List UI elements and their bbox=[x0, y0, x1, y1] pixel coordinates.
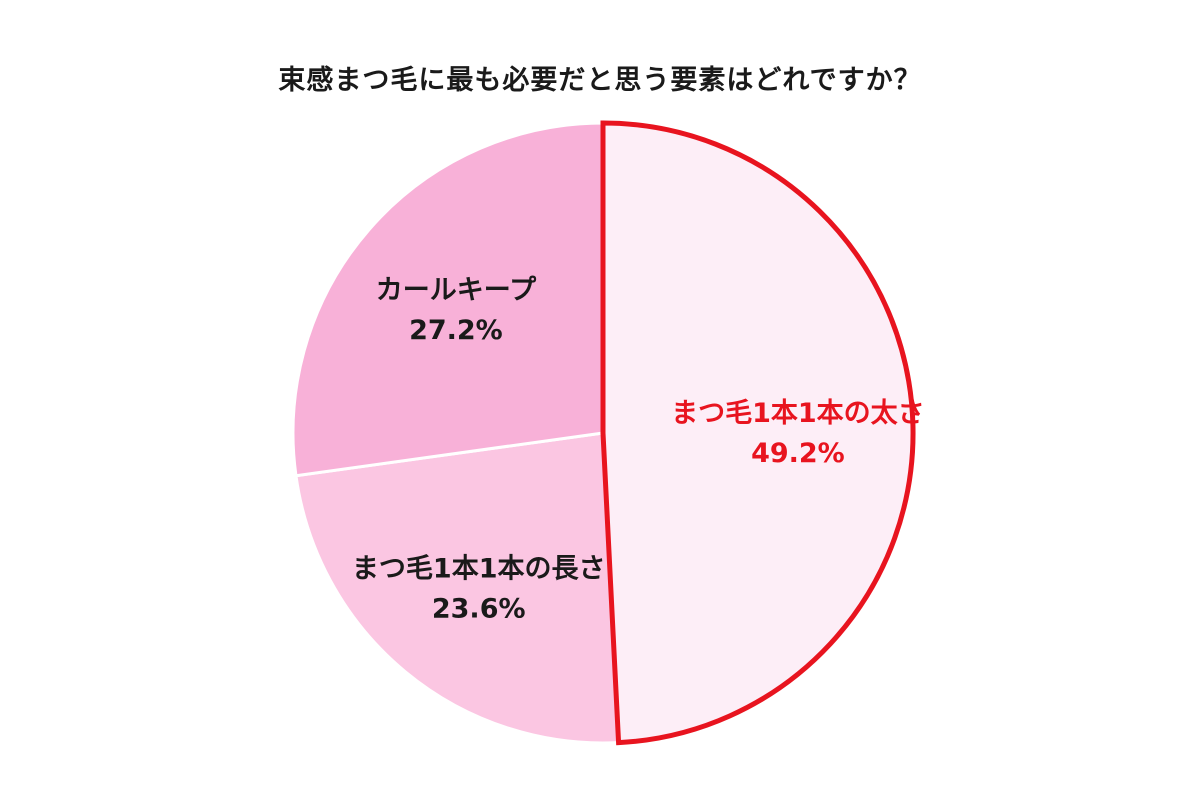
pie-slice-3 bbox=[291, 121, 605, 478]
pie-slice-1 bbox=[601, 121, 915, 745]
pie-slice-highlight-border bbox=[600, 120, 916, 746]
slice-value-2: 23.6% bbox=[432, 593, 526, 624]
pie-highlights bbox=[600, 120, 916, 746]
pie-labels: まつ毛1本1本の太さ 49.2% まつ毛1本1本の長さ 23.6% カールキープ 27.2… bbox=[352, 275, 925, 624]
chart-title: 束感まつ毛に最も必要だと思う要素はどれですか？ bbox=[278, 65, 922, 96]
slice-label-1: まつ毛1本1本の太さ bbox=[671, 398, 925, 429]
pie-slice-2 bbox=[294, 431, 621, 745]
slice-label-3: カールキープ bbox=[376, 275, 537, 306]
slice-value-1: 49.2% bbox=[751, 438, 845, 469]
slice-value-3: 27.2% bbox=[409, 315, 503, 346]
slice-label-2: まつ毛1本1本の長さ bbox=[352, 553, 606, 584]
